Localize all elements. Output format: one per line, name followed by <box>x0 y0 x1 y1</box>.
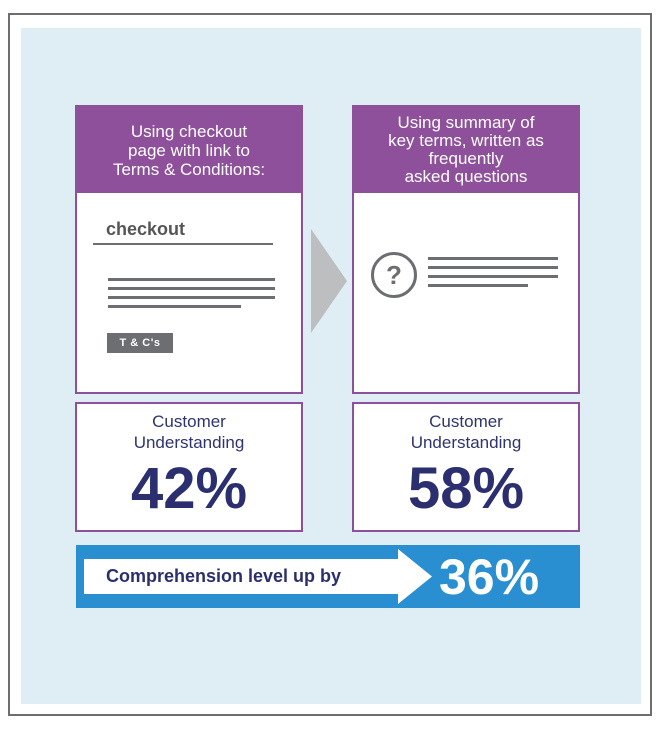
stat-label: Customer Understanding <box>133 412 245 452</box>
checkout-method-card: Using checkout page with link to Terms &… <box>75 105 303 394</box>
stat-value: 58% <box>407 456 525 521</box>
stat-label: Customer Understanding <box>410 412 522 452</box>
checkout-method-heading: Using checkout page with link to Terms &… <box>77 107 301 193</box>
right-arrow-icon <box>311 229 347 333</box>
left-understanding-stat: Customer Understanding 42% <box>75 402 303 532</box>
faq-method-heading: Using summary of key terms, written as f… <box>354 107 578 193</box>
checkout-underline <box>93 243 273 245</box>
text-line <box>428 266 558 269</box>
checkout-label: checkout <box>106 219 186 239</box>
text-line <box>108 278 275 281</box>
right-understanding-stat: Customer Understanding 58% <box>352 402 580 532</box>
comprehension-banner: Comprehension level up by 36% <box>76 545 580 608</box>
banner-arrow-icon <box>84 549 432 604</box>
text-line <box>108 296 275 299</box>
text-line <box>428 257 558 260</box>
question-mark-icon: ? <box>371 252 417 298</box>
text-line <box>108 305 241 308</box>
banner-value: 36% <box>439 549 540 605</box>
stat-value: 42% <box>130 456 248 521</box>
banner-text: Comprehension level up by <box>106 566 342 586</box>
text-line <box>428 284 528 287</box>
terms-conditions-badge: T & C's <box>107 333 173 353</box>
faq-method-card: Using summary of key terms, written as f… <box>352 105 580 394</box>
text-line <box>428 275 558 278</box>
text-line <box>108 287 275 290</box>
